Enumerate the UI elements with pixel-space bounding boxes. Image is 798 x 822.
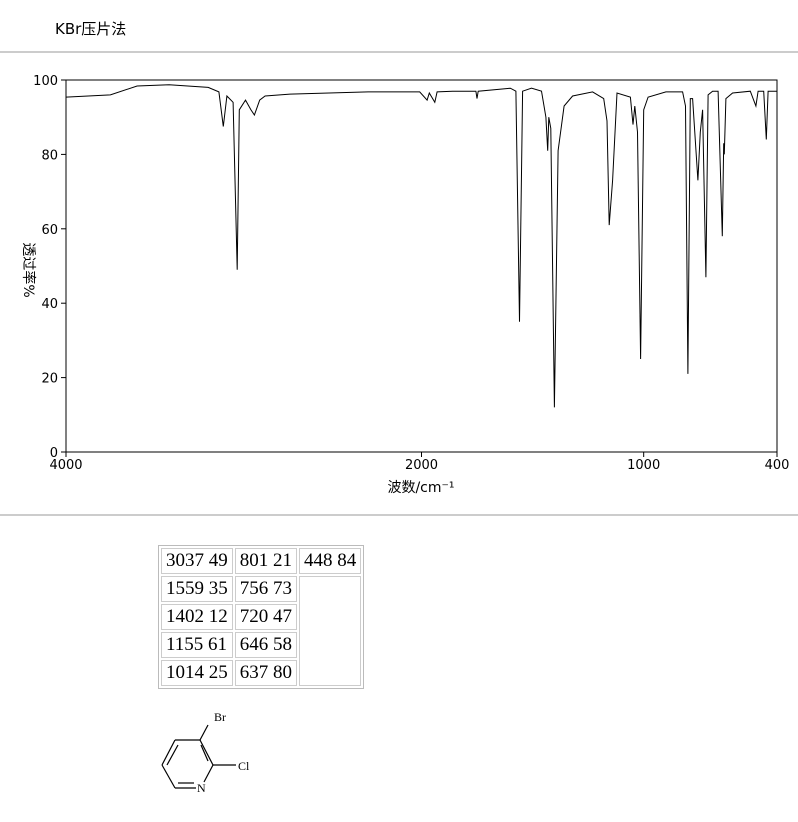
bond — [161, 739, 176, 766]
y-tick-label: 20 — [41, 372, 58, 387]
table-row: 1559 35 756 73 — [161, 576, 362, 686]
x-axis-label: 波数/cm⁻¹ — [387, 480, 454, 496]
x-tick-label: 1000 — [627, 458, 660, 473]
table-cell: 1402 12 — [161, 604, 233, 630]
peak-table: 3037 49 801 21 448 84 1559 35 756 73 1402 12 7… — [158, 545, 365, 689]
plot-frame — [65, 79, 778, 453]
atom-label: Cl — [238, 759, 250, 773]
table-row: 1402 12 720 47 — [161, 604, 361, 630]
y-tick-label: 40 — [41, 297, 58, 312]
table-cell: 646 58 — [234, 632, 297, 658]
x-tick-label: 400 — [765, 458, 790, 473]
y-tick-label: 60 — [41, 223, 58, 238]
table-cell: 637 80 — [234, 660, 297, 686]
table-cell: 448 84 — [299, 548, 362, 574]
table-cell: 1559 35 — [161, 576, 233, 602]
molecule — [161, 724, 236, 789]
x-tick-label: 4000 — [49, 458, 82, 473]
spectrum-line — [65, 84, 777, 408]
bond — [203, 764, 214, 783]
bond — [166, 744, 179, 766]
table-row: 1155 61 646 58 — [161, 632, 361, 658]
atom-label: Br — [214, 710, 226, 724]
y-axis-label: 透过率% — [20, 242, 37, 297]
y-tick-label: 80 — [41, 148, 58, 163]
y-tick-label: 0 — [50, 446, 58, 461]
atom-label: N — [197, 781, 206, 795]
bond — [161, 764, 176, 789]
header-title: KBr压片法 — [55, 20, 126, 38]
table-cell: 720 47 — [234, 604, 297, 630]
table-cell: 801 21 — [234, 548, 297, 574]
x-tick-label: 2000 — [405, 458, 438, 473]
table-cell — [299, 576, 362, 686]
bond — [199, 724, 209, 741]
y-tick-label: 100 — [33, 74, 58, 89]
table-cell: 756 73 — [234, 576, 297, 602]
bond — [199, 739, 214, 766]
table-row: 1014 25 637 80 — [161, 660, 361, 686]
table-cell: 3037 49 — [161, 548, 233, 574]
table-cell: 1014 25 — [161, 660, 233, 686]
table-row: 3037 49 801 21 448 84 — [161, 548, 362, 574]
bond — [200, 744, 209, 762]
table-cell: 1155 61 — [161, 632, 233, 658]
